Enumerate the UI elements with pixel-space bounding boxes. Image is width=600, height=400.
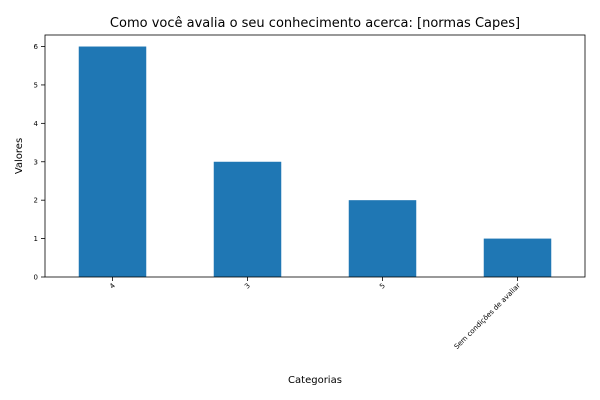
y-tick-label-6: 6 [34, 43, 39, 51]
bar-0 [78, 46, 147, 278]
x-tick-label-3: Sem condições de avaliar [453, 282, 522, 351]
x-tick-label-1: 3 [243, 282, 252, 291]
x-axis-label: Categorias [288, 375, 342, 386]
y-tick-label-4: 4 [34, 120, 39, 128]
x-axis: 4 3 5 Sem condições de avaliar [108, 277, 522, 351]
y-tick-label-3: 3 [34, 158, 38, 166]
y-axis-label: Valores [14, 138, 25, 174]
y-tick-label-1: 1 [34, 235, 38, 243]
bars-layer [78, 46, 552, 278]
bar-1 [213, 161, 282, 277]
y-axis: 0 1 2 3 4 5 6 [34, 43, 45, 282]
y-tick-label-5: 5 [34, 81, 38, 89]
y-tick-label-0: 0 [34, 274, 38, 282]
chart-title: Como você avalia o seu conhecimento acer… [110, 16, 520, 31]
plot-frame [44, 34, 586, 278]
x-tick-label-0: 4 [108, 281, 117, 290]
x-tick-label-2: 5 [378, 282, 387, 291]
bar-3 [483, 238, 552, 277]
y-tick-label-2: 2 [34, 197, 38, 205]
bar-2 [348, 200, 417, 277]
